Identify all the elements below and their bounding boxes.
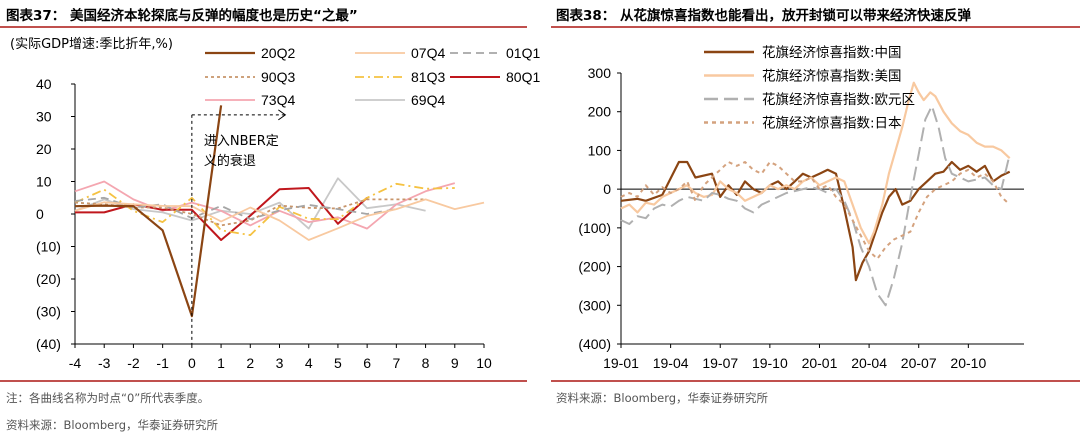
right-y-tick-label: (400) (578, 336, 611, 352)
left-series-line-81Q3 (74, 182, 455, 236)
right-y-tick-label: 0 (603, 181, 611, 197)
left-series-line-90Q3 (74, 198, 426, 227)
right-x-tick-label: 19-10 (752, 355, 788, 371)
right-x-tick-label: 20-01 (802, 355, 838, 371)
right-y-tick-label: 100 (588, 142, 612, 158)
left-y-axis-label: (实际GDP增速:季比折年,%) (10, 37, 173, 52)
left-x-tick-label: 6 (363, 355, 371, 371)
left-chart: (实际GDP增速:季比折年,%)403020100(10)(20)(30)(40… (10, 37, 540, 371)
left-legend-label: 01Q1 (506, 45, 540, 61)
right-x-tick-label: 19-04 (653, 355, 689, 371)
left-x-tick-label: 7 (392, 355, 400, 371)
left-y-tick-label: 30 (36, 109, 52, 125)
left-bottom-rule (0, 380, 527, 382)
right-x-tick-label: 19-07 (702, 355, 738, 371)
right-chart-title: 图表38： 从花旗惊喜指数也能看出，放开封锁可以带来经济快速反弹 (556, 8, 971, 24)
left-legend-label: 69Q4 (411, 92, 445, 108)
left-y-tick-label: 10 (36, 174, 52, 190)
right-x-tick-label: 20-04 (851, 355, 887, 371)
left-x-tick-label: 1 (217, 355, 225, 371)
right-x-tick-label: 19-01 (603, 355, 639, 371)
left-x-tick-label: 8 (422, 355, 430, 371)
left-source: 资料来源：Bloomberg，华泰证券研究所 (6, 418, 219, 432)
left-series-line-69Q4 (74, 177, 426, 230)
left-legend-label: 81Q3 (411, 69, 445, 85)
right-series-line (620, 81, 1011, 245)
left-legend-label: 73Q4 (261, 92, 295, 108)
left-x-tick-label: -1 (156, 355, 169, 371)
right-legend-label: 花旗经济惊喜指数:日本 (762, 116, 902, 132)
left-x-tick-label: 3 (276, 355, 284, 371)
left-y-tick-label: (10) (36, 239, 61, 255)
left-x-tick-label: 9 (451, 355, 459, 371)
right-series-line (620, 104, 1011, 307)
left-y-tick-label: (30) (36, 304, 61, 320)
left-x-tick-label: -4 (69, 355, 82, 371)
right-y-tick-label: 300 (588, 65, 612, 81)
left-x-tick-label: 5 (334, 355, 342, 371)
right-x-tick-label: 20-07 (901, 355, 937, 371)
left-series-line-73Q4 (74, 180, 456, 230)
left-series-line-01Q1 (74, 196, 397, 221)
left-series-line-20Q2 (74, 105, 223, 318)
left-y-tick-label: 0 (36, 206, 44, 222)
left-y-tick-label: (40) (36, 336, 61, 352)
right-y-tick-label: (300) (578, 297, 611, 313)
right-legend-label: 花旗经济惊喜指数:美国 (762, 69, 902, 85)
left-x-tick-label: -3 (98, 355, 111, 371)
right-bottom-rule (551, 380, 1080, 382)
left-x-tick-label: 10 (476, 355, 492, 371)
left-chart-title: 图表37： 美国经济本轮探底与反弹的幅度也是历史“之最” (6, 8, 358, 24)
left-legend-label: 07Q4 (411, 45, 445, 61)
left-legend-label: 90Q3 (261, 69, 295, 85)
left-title-rule (0, 26, 527, 28)
right-source: 资料来源：Bloomberg，华泰证券研究所 (556, 391, 769, 405)
right-y-tick-label: (200) (578, 259, 611, 275)
left-y-tick-label: 20 (36, 141, 52, 157)
left-legend-label: 80Q1 (506, 69, 540, 85)
right-legend-label: 花旗经济惊喜指数:欧元区 (762, 92, 915, 108)
left-y-tick-label: 40 (36, 76, 52, 92)
right-title-rule (551, 26, 1080, 28)
left-series-line-80Q1 (75, 187, 368, 241)
left-series-line-07Q4 (74, 198, 485, 241)
left-annotation-text: 进入NBER定 (204, 134, 279, 149)
left-footnote: 注：各曲线名称为时点“0”所代表季度。 (6, 391, 210, 405)
right-y-tick-label: (100) (578, 220, 611, 236)
right-series-line (620, 160, 1011, 282)
left-recession-arrow-head (278, 109, 287, 121)
right-chart: 300 200 100 0 (100) (200) (300) (400) 19-01 19-04… (578, 45, 1024, 371)
right-y-tick-label: 200 (588, 104, 612, 120)
left-x-tick-label: -2 (127, 355, 140, 371)
left-x-tick-label: 2 (246, 355, 254, 371)
left-legend-label: 20Q2 (261, 45, 295, 61)
left-y-tick-label: (20) (36, 271, 61, 287)
left-x-tick-label: 0 (188, 355, 196, 371)
right-legend-label: 花旗经济惊喜指数:中国 (762, 45, 902, 61)
left-x-tick-label: 4 (305, 355, 313, 371)
right-x-tick-label: 20-10 (950, 355, 986, 371)
left-annotation-text: 义的衰退 (204, 153, 256, 169)
